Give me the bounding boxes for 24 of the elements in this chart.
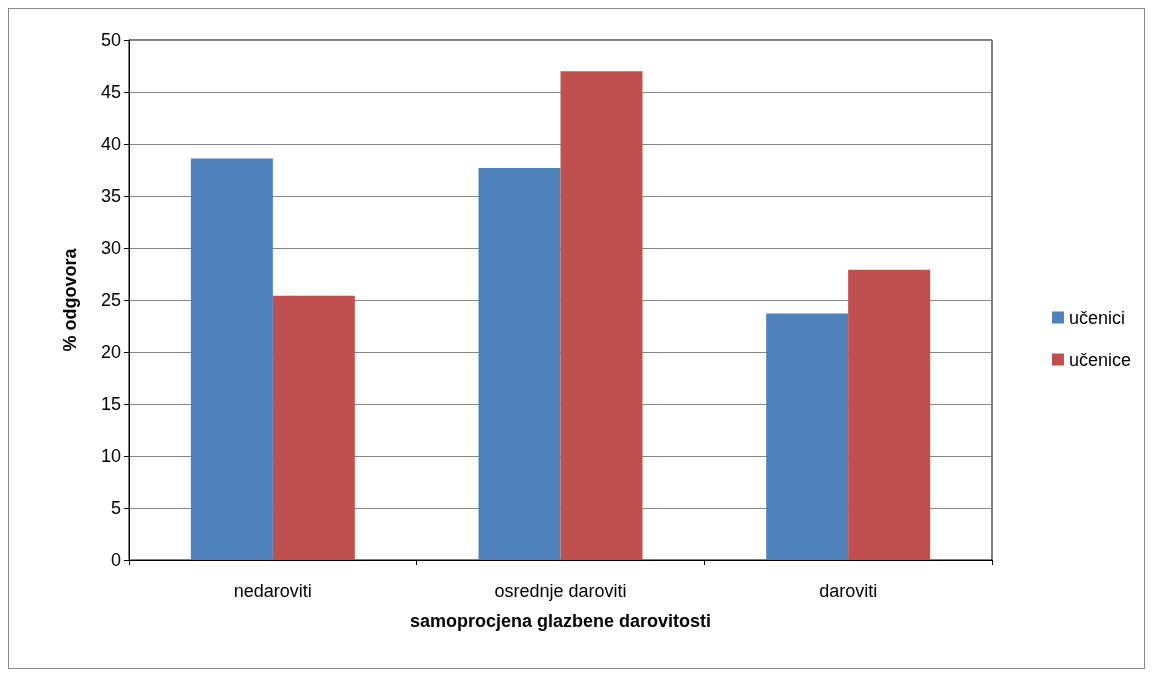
y-tick-label: 20 [100, 342, 121, 362]
y-tick-label: 10 [100, 446, 121, 466]
y-tick-label: 25 [100, 290, 121, 310]
y-tick-label: 50 [100, 30, 121, 50]
bar [560, 71, 643, 560]
y-tick-label: 45 [100, 82, 121, 102]
y-tick-label: 40 [100, 134, 121, 154]
bar [848, 269, 931, 560]
y-tick-label: 15 [100, 394, 121, 414]
bar [478, 167, 561, 560]
legend-label: učenici [1068, 307, 1125, 328]
y-tick-label: 35 [100, 186, 121, 206]
y-tick-label: 0 [110, 550, 121, 570]
x-axis-title: samoprocjena glazbene darovitosti [409, 611, 712, 631]
bar [190, 158, 273, 560]
y-tick-label: 30 [100, 238, 121, 258]
y-tick-label: 5 [110, 498, 121, 518]
legend-label: učenice [1068, 349, 1131, 370]
bar [272, 295, 355, 560]
x-tick-label: osrednje daroviti [494, 581, 627, 601]
y-axis-title: % odgovora [60, 247, 80, 352]
x-tick-label: nedaroviti [233, 581, 312, 601]
x-tick-label: daroviti [819, 581, 878, 601]
bar [766, 313, 849, 560]
